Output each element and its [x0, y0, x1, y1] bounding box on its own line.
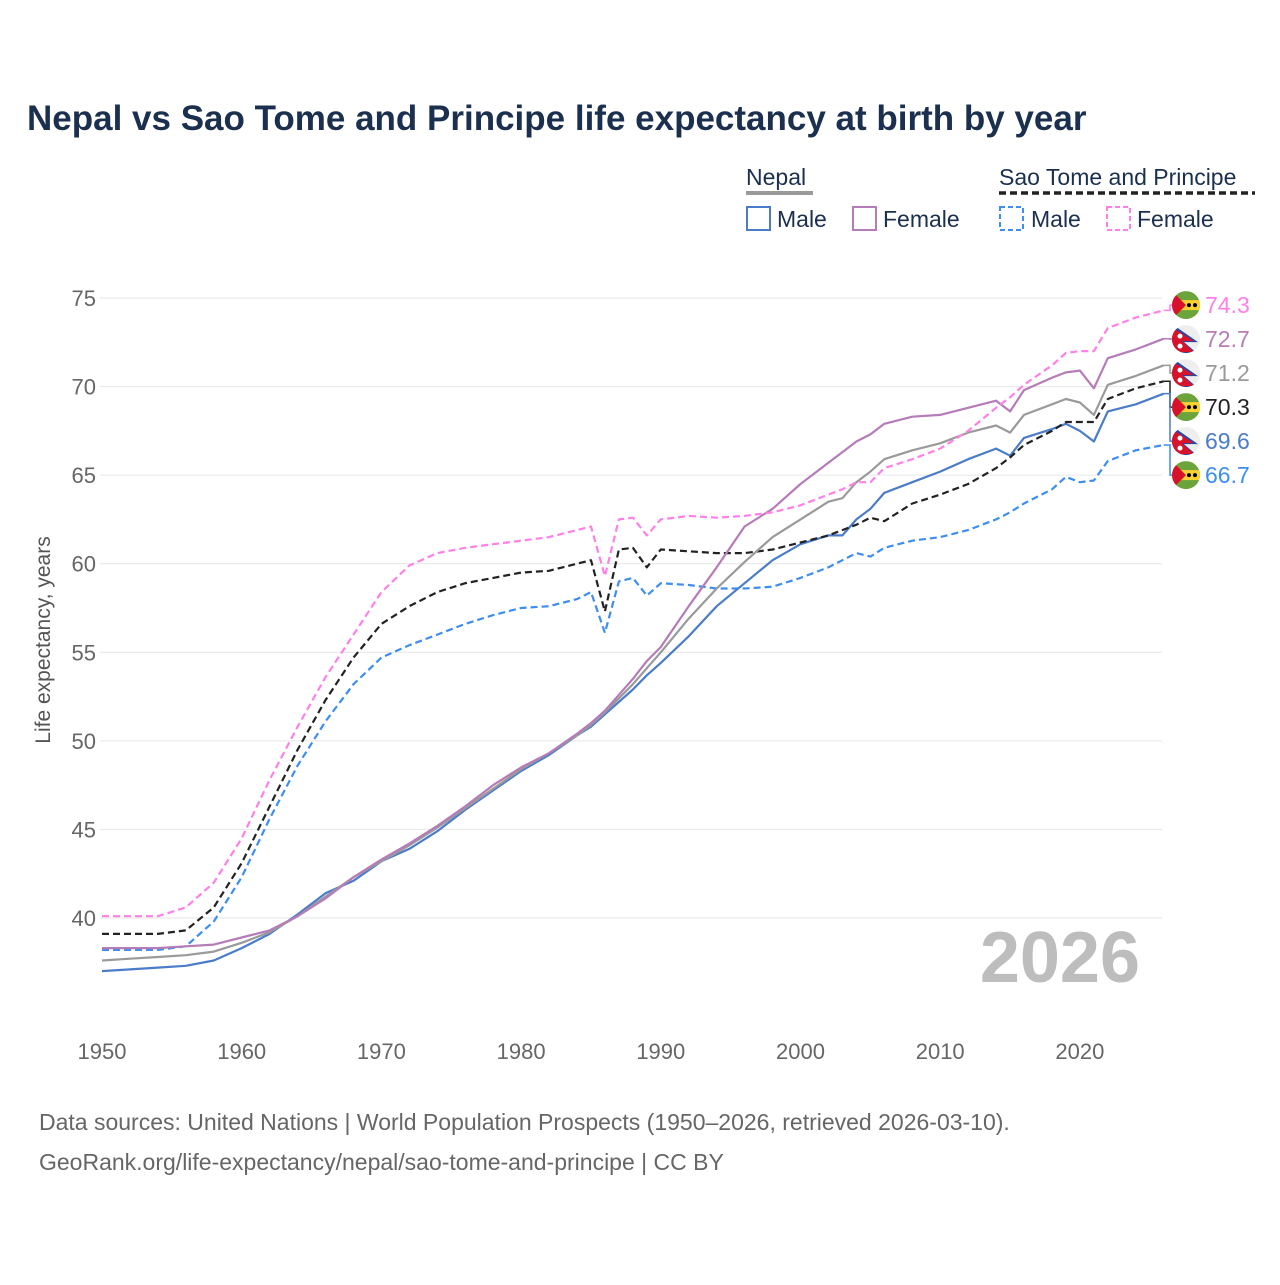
legend-swatch-stp-female: [1107, 207, 1130, 230]
y-tick-label: 75: [72, 286, 96, 311]
sao-tome-flag-icon: [1172, 291, 1200, 319]
chart-title: Nepal vs Sao Tome and Principe life expe…: [27, 99, 1087, 138]
legend-label-stp-female: Female: [1137, 206, 1214, 232]
y-tick-label: 50: [72, 729, 96, 754]
sao-tome-flag-icon: [1172, 461, 1200, 489]
end-value-label: 72.7: [1205, 326, 1250, 352]
sao-tome-flag-icon: [1172, 393, 1200, 421]
series-line-nepal-male: [102, 394, 1164, 971]
legend-swatch-nepal-male: [747, 207, 770, 230]
y-tick-label: 70: [72, 375, 96, 400]
x-tick-label: 2010: [916, 1039, 965, 1064]
x-tick-label: 1970: [357, 1039, 406, 1064]
nepal-flag-icon: [1172, 358, 1200, 388]
y-tick-label: 65: [72, 463, 96, 488]
legend-label-nepal-male: Male: [777, 206, 827, 232]
x-tick-label: 2000: [776, 1039, 825, 1064]
legend-label-nepal-female: Female: [883, 206, 960, 232]
end-labels: 74.3 72.7 71.2 70.3 69.6 66.7: [1164, 291, 1250, 489]
legend-group-nepal: Nepal: [746, 164, 806, 190]
series-line-nepal: [102, 365, 1164, 960]
x-tick-label: 1960: [217, 1039, 266, 1064]
x-tick-label: 2020: [1055, 1039, 1104, 1064]
end-value-label: 70.3: [1205, 394, 1250, 420]
nepal-flag-icon: [1172, 426, 1200, 456]
legend-swatch-nepal-female: [853, 207, 876, 230]
year-watermark: 2026: [980, 918, 1140, 998]
x-tick-label: 1990: [636, 1039, 685, 1064]
x-tick-label: 1980: [497, 1039, 546, 1064]
legend-swatch-stp-male: [1000, 207, 1023, 230]
end-value-label: 66.7: [1205, 462, 1250, 488]
end-value-label: 74.3: [1205, 292, 1250, 318]
source-line-2: GeoRank.org/life-expectancy/nepal/sao-to…: [39, 1149, 724, 1175]
end-value-label: 71.2: [1205, 360, 1250, 386]
y-tick-label: 60: [72, 552, 96, 577]
series-line-sao-tome-and-principe-male: [102, 445, 1164, 950]
y-tick-label: 55: [72, 640, 96, 665]
nepal-flag-icon: [1172, 324, 1200, 354]
x-tick-label: 1950: [78, 1039, 127, 1064]
legend-group-stp: Sao Tome and Principe: [999, 164, 1236, 190]
source-line-1: Data sources: United Nations | World Pop…: [39, 1109, 1010, 1135]
series-lines: [102, 310, 1164, 971]
series-line-sao-tome-and-principe: [102, 381, 1164, 934]
x-axis-ticks: 1950 1960 1970 1980 1990 2000 2010 2020: [78, 1039, 1105, 1064]
y-axis-ticks: 40 45 50 55 60 65 70 75: [72, 286, 96, 931]
legend-label-stp-male: Male: [1031, 206, 1081, 232]
end-value-label: 69.6: [1205, 428, 1250, 454]
y-tick-label: 40: [72, 906, 96, 931]
y-axis-label: Life expectancy, years: [32, 536, 55, 743]
legend: Nepal Male Female Sao Tome and Principe …: [746, 164, 1255, 232]
y-tick-label: 45: [72, 817, 96, 842]
